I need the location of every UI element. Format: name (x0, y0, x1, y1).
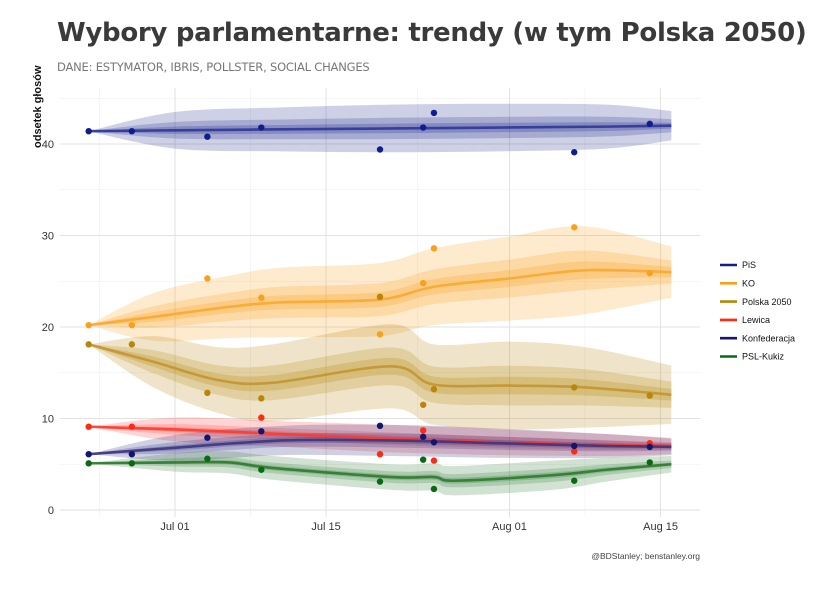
y-tick-label: 10 (42, 414, 54, 426)
x-tick-label: Jul 01 (160, 521, 189, 533)
band-polska-2050 (88, 324, 672, 430)
poll-point-ko (376, 331, 384, 338)
poll-point-pis (646, 120, 653, 128)
poll-point-pis (419, 124, 427, 131)
x-tick-label: Jul 15 (311, 521, 340, 533)
poll-point-pis (571, 149, 578, 156)
poll-point-polska-2050 (85, 341, 92, 348)
poll-point-psl-kukiz (419, 456, 427, 463)
trend-line-konfederacja (88, 438, 672, 456)
legend-label-konfederacja: Konfederacja (742, 333, 795, 343)
poll-point-psl-kukiz (376, 478, 384, 485)
axes: 0 10 20 30 40 Jul 01 Jul 15 Aug 01 Aug 15 (42, 139, 678, 533)
trend-lines (88, 124, 672, 483)
poll-point-konfederacja (376, 422, 384, 430)
y-tick-label: 0 (48, 505, 54, 517)
poll-point-psl-kukiz (204, 455, 211, 462)
poll-point-lewica (571, 448, 578, 455)
poll-point-lewica (128, 423, 136, 430)
poll-point-polska-2050 (376, 293, 384, 301)
y-axis-label: odsetek głosów (32, 65, 44, 148)
poll-point-konfederacja (430, 439, 438, 446)
poll-point-ko (419, 279, 427, 287)
band-konfederacja (88, 432, 672, 455)
y-tick-label: 20 (42, 322, 54, 334)
poll-point-lewica (419, 427, 427, 434)
poll-point-ko (204, 275, 211, 282)
x-tick-label: Aug 15 (643, 521, 678, 533)
legend-label-psl-kukiz: PSL-Kukiz (742, 352, 785, 362)
poll-point-psl-kukiz (571, 477, 578, 484)
poll-point-psl-kukiz (85, 460, 92, 467)
poll-point-psl-kukiz (430, 485, 438, 493)
poll-point-polska-2050 (571, 384, 578, 391)
poll-point-konfederacja (258, 428, 265, 435)
legend-label-lewica: Lewica (742, 315, 770, 325)
trend-line-psl-kukiz (88, 460, 672, 483)
poll-point-konfederacja (85, 450, 92, 458)
poll-point-pis (204, 133, 211, 140)
legend-label-polska-2050: Polska 2050 (742, 297, 792, 307)
band-lewica (88, 417, 672, 457)
poll-point-konfederacja (128, 450, 136, 458)
poll-point-konfederacja (646, 443, 653, 451)
x-tick-label: Aug 01 (492, 521, 527, 533)
band-polska-2050 (88, 344, 672, 408)
chart-title: Wybory parlamentarne: trendy (w tym Pols… (57, 18, 807, 48)
poll-point-konfederacja (204, 434, 211, 441)
poll-point-ko (571, 224, 578, 231)
poll-point-psl-kukiz (128, 460, 136, 467)
y-tick-label: 40 (42, 139, 54, 151)
poll-point-polska-2050 (258, 395, 265, 402)
band-psl-kukiz (88, 457, 672, 488)
poll-point-ko (258, 294, 265, 301)
chart-subtitle: DANE: ESTYMATOR, IBRIS, POLLSTER, SOCIAL… (57, 60, 370, 74)
poll-point-pis (128, 127, 136, 135)
poll-point-lewica (85, 423, 92, 430)
band-ko (88, 250, 672, 328)
caption: @BDStanley; benstanley.org (591, 551, 700, 561)
poll-point-pis (376, 146, 384, 153)
poll-point-ko (646, 269, 653, 277)
poll-points (85, 109, 653, 493)
poll-point-pis (258, 124, 265, 131)
y-tick-label: 30 (42, 231, 54, 243)
legend: PiS KO Polska 2050 Lewica Konfederacja PSL-Ku… (720, 260, 795, 362)
band-konfederacja (88, 424, 672, 461)
poll-point-ko (85, 321, 92, 329)
poll-point-ko (430, 245, 438, 252)
trend-line-pis (88, 124, 672, 133)
poll-point-lewica (376, 450, 384, 458)
poll-point-pis (85, 127, 92, 135)
poll-point-polska-2050 (646, 392, 653, 399)
poll-point-ko (128, 321, 136, 329)
poll-point-psl-kukiz (258, 466, 265, 473)
poll-point-polska-2050 (419, 401, 427, 408)
poll-point-konfederacja (571, 442, 578, 450)
poll-point-konfederacja (419, 433, 427, 440)
poll-point-psl-kukiz (646, 459, 653, 466)
band-ko (88, 226, 672, 342)
trend-line-polska-2050 (88, 343, 672, 397)
poll-point-polska-2050 (430, 386, 438, 393)
poll-point-polska-2050 (128, 341, 136, 348)
poll-point-pis (430, 109, 438, 117)
legend-label-pis: PiS (742, 260, 756, 270)
band-konfederacja (88, 436, 672, 455)
poll-point-polska-2050 (204, 389, 211, 397)
legend-label-ko: KO (742, 279, 755, 289)
poll-point-lewica (258, 414, 265, 421)
poll-point-lewica (430, 457, 438, 464)
